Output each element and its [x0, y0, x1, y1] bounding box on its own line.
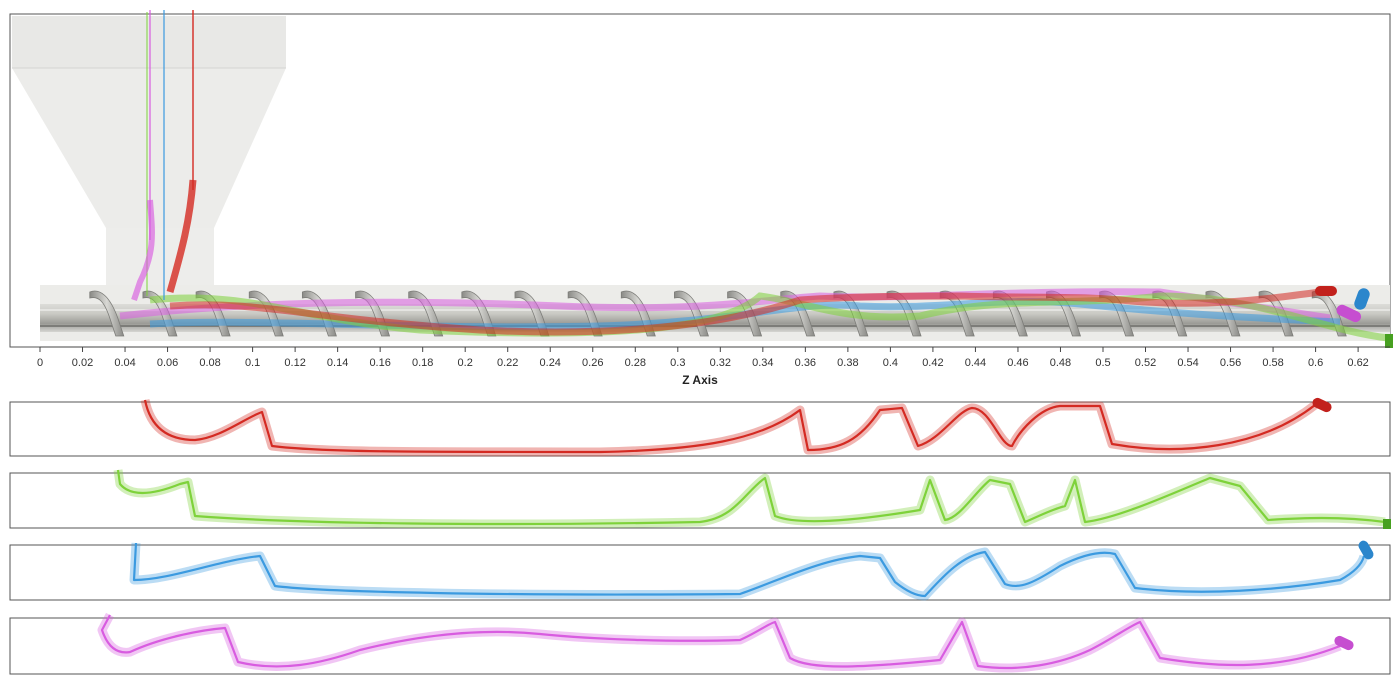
z-axis-tick-label: 0: [37, 357, 43, 369]
z-axis-tick-label: 0.12: [284, 357, 305, 369]
z-axis-tick-label: 0.18: [412, 357, 433, 369]
screw-flight: [727, 290, 763, 337]
z-axis-tick-label: 0.58: [1262, 357, 1283, 369]
z-axis-tick-label: 0.02: [72, 357, 93, 369]
magenta-end-marker: [1336, 304, 1362, 323]
z-axis-tick-label: 0.04: [114, 357, 135, 369]
z-axis: 0 0.02 0.04 0.06 0.08 0.1 0.12 0.14 0.16 0.18 0.2 0…: [37, 346, 1390, 387]
z-axis-tick-label: 0.22: [497, 357, 518, 369]
z-axis-tick-label: 0.44: [965, 357, 986, 369]
z-axis-tick-label: 0.24: [540, 357, 561, 369]
z-axis-tick-label: 0.34: [752, 357, 773, 369]
z-axis-tick-label: 0.42: [922, 357, 943, 369]
trajectory-end-magenta: [1334, 635, 1354, 651]
feed-lines: [131, 10, 197, 301]
z-axis-tick-label: 0.28: [625, 357, 646, 369]
green-end-marker: [1385, 334, 1393, 348]
z-axis-tick-label: 0.46: [1007, 357, 1028, 369]
z-axis-tick-label: 0.48: [1050, 357, 1071, 369]
panel-magenta: [9, 612, 1391, 675]
z-axis-tick-label: 0.14: [327, 357, 348, 369]
z-axis-ticks: 0 0.02 0.04 0.06 0.08 0.1 0.12 0.14 0.16 0.18 0.2 0…: [37, 347, 1369, 369]
panel-blue: [9, 540, 1391, 601]
panel-frame: [9, 401, 1391, 457]
z-axis-tick-label: 0.2: [458, 357, 473, 369]
z-axis-tick-label: 0.36: [795, 357, 816, 369]
barrel-ribbon: [149, 292, 1389, 342]
barrel-trajectories: [119, 288, 1389, 342]
z-axis-tick-label: 0.54: [1177, 357, 1198, 369]
trajectory-line-blue: [132, 542, 1366, 598]
z-axis-tick-label: 0.32: [710, 357, 731, 369]
trajectory-end-blue: [1358, 540, 1374, 560]
z-axis-tick-label: 0.62: [1347, 357, 1368, 369]
panel-green: [9, 469, 1391, 529]
z-axis-tick-label: 0.6: [1308, 357, 1323, 369]
barrel-ribbon: [169, 288, 1321, 336]
main-view-panel: [9, 10, 1393, 348]
z-axis-tick-label: 0.06: [157, 357, 178, 369]
z-axis-title: Z Axis: [682, 373, 718, 387]
z-axis-tick-label: 0.08: [199, 357, 220, 369]
trajectory-line-red: [143, 399, 1316, 454]
z-axis-tick-label: 0.3: [670, 357, 685, 369]
trajectory-end-green: [1383, 519, 1391, 529]
z-axis-tick-label: 0.4: [883, 357, 898, 369]
screw-flight: [89, 290, 125, 337]
panel-red: [9, 397, 1391, 457]
z-axis-tick-label: 0.52: [1135, 357, 1156, 369]
trajectory-line-magenta: [100, 614, 1341, 670]
trajectory-panels: [9, 397, 1391, 675]
z-axis-tick-label: 0.38: [837, 357, 858, 369]
trajectory-line-green: [116, 469, 1386, 526]
z-axis-tick-label: 0.1: [245, 357, 260, 369]
red-end-marker: [1315, 286, 1337, 296]
z-axis-tick-label: 0.5: [1095, 357, 1110, 369]
blue-end-marker: [1354, 288, 1370, 310]
trajectory-end-red: [1312, 397, 1332, 413]
panel-frame: [9, 617, 1391, 675]
hopper: [12, 16, 286, 286]
z-axis-tick-label: 0.26: [582, 357, 603, 369]
z-axis-tick-label: 0.56: [1220, 357, 1241, 369]
z-axis-tick-label: 0.16: [369, 357, 390, 369]
